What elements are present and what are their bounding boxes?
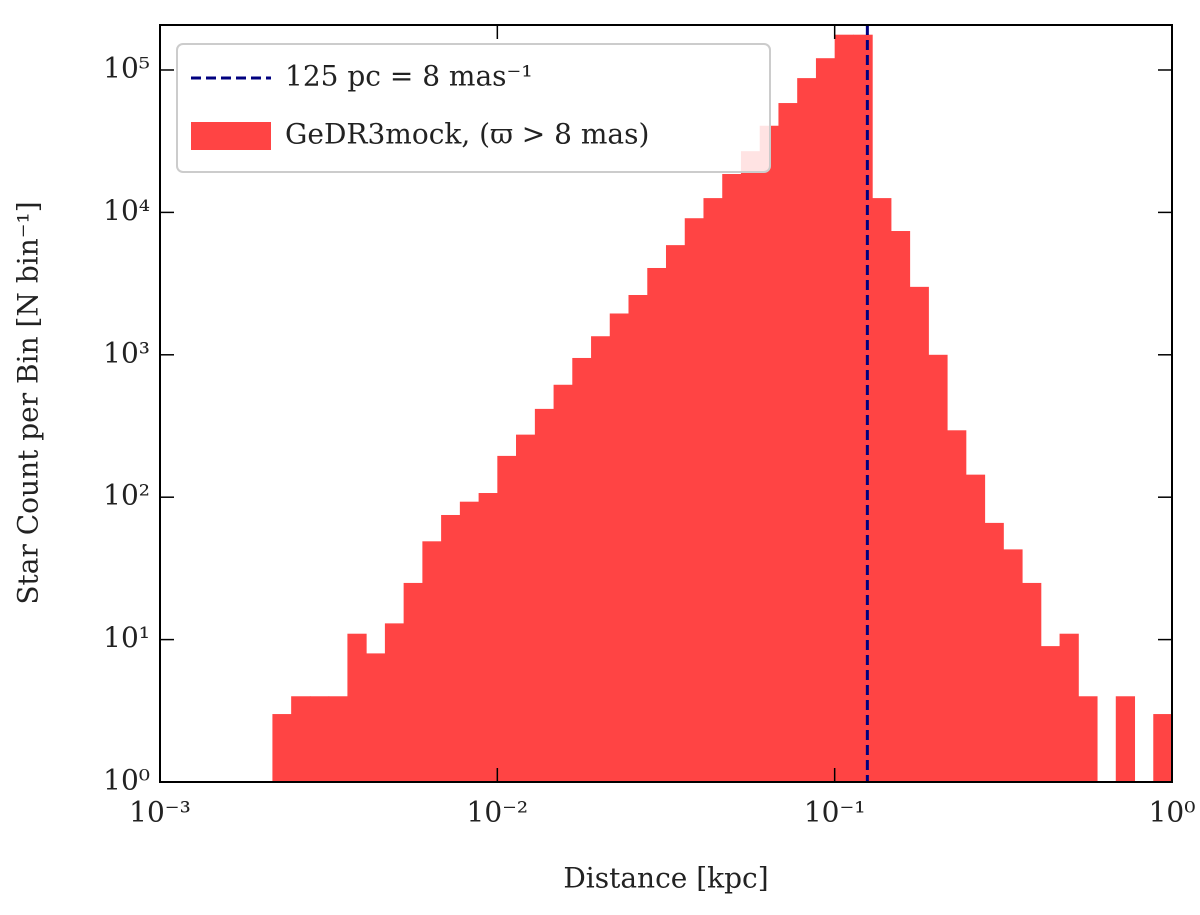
histogram-bar	[722, 174, 742, 783]
legend-label: 125 pc = 8 mas⁻¹	[285, 60, 533, 93]
legend-box	[176, 43, 771, 173]
histogram-bar	[591, 336, 611, 782]
histogram-bar	[965, 474, 986, 782]
histogram-bar	[572, 357, 592, 782]
histogram-bar	[778, 103, 798, 783]
histogram-bar	[703, 198, 723, 783]
histogram-bar	[628, 294, 648, 782]
histogram-bar	[740, 151, 761, 782]
histogram-bar	[1153, 714, 1173, 782]
histogram-bar	[759, 125, 779, 782]
histogram-bar	[1040, 646, 1061, 782]
histogram-bar	[609, 313, 629, 782]
histogram-bar	[834, 34, 854, 782]
y-tick-label: 10¹	[103, 621, 150, 654]
histogram-bar	[516, 434, 536, 782]
x-tick-label: 10⁻²	[467, 796, 529, 829]
y-tick-label: 10²	[103, 479, 150, 512]
histogram-bar	[1059, 633, 1079, 782]
x-axis-label: Distance [kpc]	[563, 862, 768, 895]
histogram-bar	[366, 653, 386, 782]
histogram-bar	[422, 541, 442, 782]
x-tick-label: 10⁻¹	[804, 796, 866, 829]
y-axis-label: Star Count per Bin [N bin⁻¹]	[12, 201, 45, 604]
histogram-bar	[909, 286, 929, 782]
histogram-bar	[497, 455, 517, 782]
y-tick-label: 10⁵	[103, 51, 150, 84]
histogram-bar	[272, 714, 292, 782]
histogram-bar	[797, 78, 817, 782]
legend-label: GeDR3mock, (ϖ > 8 mas)	[285, 118, 649, 151]
histogram-bar	[1022, 582, 1042, 782]
y-tick-label: 10³	[103, 336, 150, 369]
histogram-bar	[534, 408, 555, 782]
histogram-bar	[459, 501, 480, 782]
histogram-bar	[478, 493, 498, 782]
y-tick-label: 10⁴	[103, 194, 150, 227]
x-tick-label: 10⁻³	[129, 796, 191, 829]
y-tick-label: 10⁰	[103, 764, 150, 797]
histogram-bar	[291, 696, 311, 782]
histogram-bar	[853, 34, 873, 782]
histogram-bar	[928, 354, 948, 782]
histogram-bar	[984, 522, 1004, 782]
x-tick-label: 10⁰	[1149, 796, 1196, 829]
histogram-bar	[665, 245, 686, 782]
histogram-bar	[328, 696, 348, 782]
histogram-bar	[403, 582, 423, 782]
histogram-bar	[347, 633, 367, 782]
histogram-bar	[441, 514, 461, 782]
legend-swatch	[191, 122, 271, 150]
histogram-bar	[309, 696, 330, 782]
histogram-bar	[684, 218, 704, 783]
histogram-bar	[1115, 696, 1136, 782]
plot-frame	[159, 24, 1173, 783]
histogram-bar	[1078, 696, 1098, 782]
histogram-bar	[947, 430, 967, 782]
histogram-bar	[384, 623, 405, 782]
histogram-bar	[872, 198, 892, 783]
histogram-bar	[815, 58, 836, 782]
histogram-bar	[553, 384, 573, 782]
histogram-bar	[647, 267, 667, 782]
histogram-bar	[890, 231, 911, 783]
histogram-bar	[1003, 549, 1023, 782]
